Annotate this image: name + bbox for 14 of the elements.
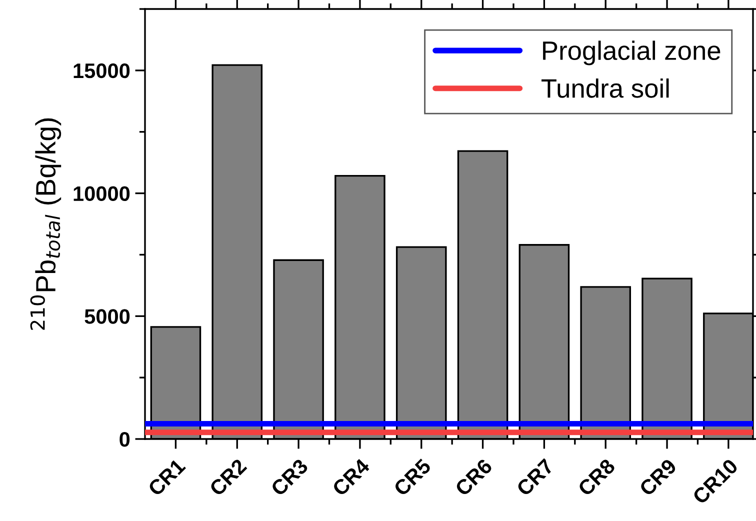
legend-label: Proglacial zone xyxy=(543,40,720,66)
x-tick-label: CR8 xyxy=(577,458,616,497)
x-tick-label: CR9 xyxy=(638,458,678,497)
x-tick-label: CR4 xyxy=(331,458,371,497)
y-tick-label: 0 xyxy=(120,432,130,447)
y-tick-label: 5000 xyxy=(84,309,130,324)
y-tick-label: 10000 xyxy=(74,186,130,202)
x-tick-label: CR6 xyxy=(454,458,494,497)
y-tick-label: 15000 xyxy=(74,63,130,78)
x-tick-label: CR1 xyxy=(147,458,186,497)
legend-label: Tundra soil xyxy=(542,78,669,98)
y-axis-title: $^{210}$Pb$_{total}$ (Bq/kg) xyxy=(30,118,62,330)
x-tick-label: CR2 xyxy=(208,458,248,497)
x-tick-label: CR3 xyxy=(270,458,309,497)
